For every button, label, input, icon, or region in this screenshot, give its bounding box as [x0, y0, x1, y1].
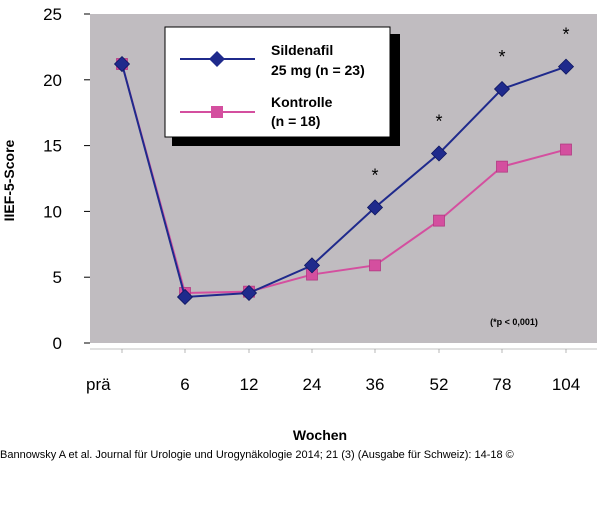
legend-marker-diamond	[209, 51, 225, 67]
data-point-kontrolle	[433, 214, 445, 227]
x-tick-label: 104	[552, 375, 580, 394]
x-tick-label: 24	[303, 375, 322, 394]
y-tick-label: 20	[43, 71, 62, 90]
data-point-sildenafil	[366, 199, 384, 216]
data-point-sildenafil	[303, 257, 321, 274]
x-tick-label: prä	[86, 375, 111, 394]
x-tick-label: 78	[493, 375, 512, 394]
y-tick-label: 15	[43, 137, 62, 156]
significance-star: *	[371, 165, 378, 185]
y-tick-label: 25	[43, 5, 62, 24]
y-tick-label: 0	[53, 334, 62, 353]
data-point-sildenafil	[493, 80, 511, 98]
x-tick-label: 12	[240, 375, 259, 394]
data-point-kontrolle	[369, 259, 381, 272]
x-axis-title: Wochen	[293, 427, 347, 443]
data-point-sildenafil	[176, 288, 194, 306]
significance-star: *	[435, 111, 442, 131]
chart: 0 5 10 15 20 25 prä 6 12 24 36 52 78 104 * * * * Sildenaf…	[1, 5, 597, 443]
data-point-sildenafil	[557, 58, 575, 75]
x-tick-label: 36	[366, 375, 385, 394]
y-axis-title: IIEF-5-Score	[1, 139, 17, 221]
legend-label: Kontrolle	[271, 94, 333, 110]
x-tick-label: 6	[180, 375, 189, 394]
legend-label: Sildenafil	[271, 42, 333, 58]
legend-box	[164, 26, 391, 138]
significance-star: *	[498, 47, 505, 67]
series-line-kontrolle	[121, 63, 567, 295]
citation: Bannowsky A et al. Journal für Urologie …	[0, 449, 514, 461]
data-point-kontrolle	[496, 160, 508, 173]
data-point-sildenafil	[113, 55, 131, 73]
significance-note: (*p < 0,001)	[490, 317, 538, 327]
significance-star: *	[562, 25, 569, 45]
y-tick-label: 10	[43, 202, 62, 221]
legend-label: 25 mg (n = 23)	[271, 62, 365, 78]
legend-label: (n = 18)	[271, 113, 320, 129]
series-line-sildenafil	[121, 63, 567, 298]
y-tick-label: 5	[53, 268, 62, 287]
legend-marker-square	[211, 106, 223, 118]
data-point-sildenafil	[240, 284, 258, 302]
data-point-sildenafil	[430, 145, 448, 162]
x-tick-label: 52	[430, 375, 449, 394]
data-point-kontrolle	[560, 143, 572, 156]
